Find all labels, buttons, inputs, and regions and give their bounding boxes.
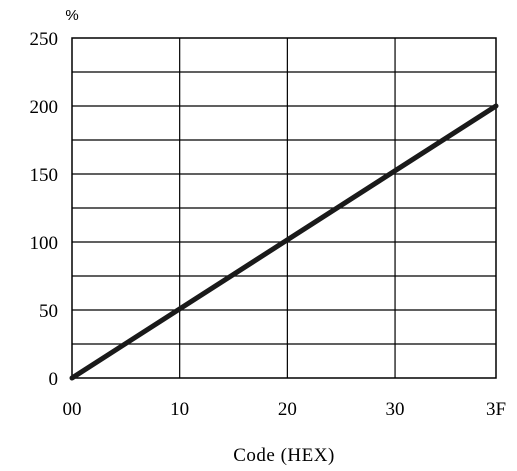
y-tick-label: 0 xyxy=(49,369,59,390)
y-tick-label: 250 xyxy=(30,29,59,50)
x-tick-label: 00 xyxy=(63,399,82,420)
y-tick-labels: 0 50 100 150 200 250 xyxy=(30,29,59,390)
y-axis-unit: % xyxy=(65,7,78,24)
series-line xyxy=(69,103,499,381)
x-tick-label: 3F xyxy=(486,399,506,420)
y-tick-label: 150 xyxy=(30,165,59,186)
grid xyxy=(72,38,496,378)
series-group xyxy=(69,103,499,381)
x-tick-label: 10 xyxy=(170,399,189,420)
y-tick-label: 50 xyxy=(39,301,58,322)
x-tick-label: 30 xyxy=(386,399,405,420)
x-axis-label: Code (HEX) xyxy=(233,445,335,466)
plot-frame xyxy=(71,37,497,379)
y-tick-label: 100 xyxy=(30,233,59,254)
x-tick-label: 20 xyxy=(278,399,297,420)
x-tick-labels: 00 10 20 30 3F xyxy=(63,399,507,420)
y-tick-label: 200 xyxy=(30,97,59,118)
